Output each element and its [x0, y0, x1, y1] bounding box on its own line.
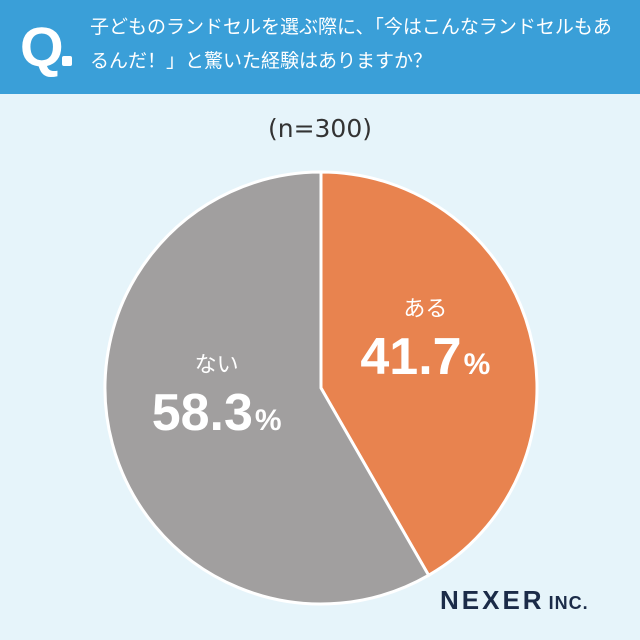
slice-label-2: ない	[195, 353, 239, 378]
logo-name: NEXER	[440, 585, 545, 615]
q-mark: Q	[20, 15, 64, 78]
nexer-logo: NEXER INC.	[440, 585, 589, 616]
q-dot-icon	[62, 56, 72, 66]
sample-size: (n=300)	[267, 114, 373, 143]
question-header: Q 子どものランドセルを選ぶ際に、「今はこんなランドセルもあるんだ！」と驚いた経…	[0, 0, 640, 94]
logo-suffix: INC.	[548, 593, 589, 613]
slice-value-1: 41.7%	[360, 328, 490, 386]
pie-slice-1	[319, 170, 539, 578]
pie-slice-2	[103, 170, 431, 606]
slice-label-1: ある	[403, 297, 447, 322]
question-text: 子どものランドセルを選ぶ際に、「今はこんなランドセルもあるんだ！」と驚いた経験は…	[90, 16, 612, 72]
slice-value-2: 58.3%	[152, 384, 282, 442]
